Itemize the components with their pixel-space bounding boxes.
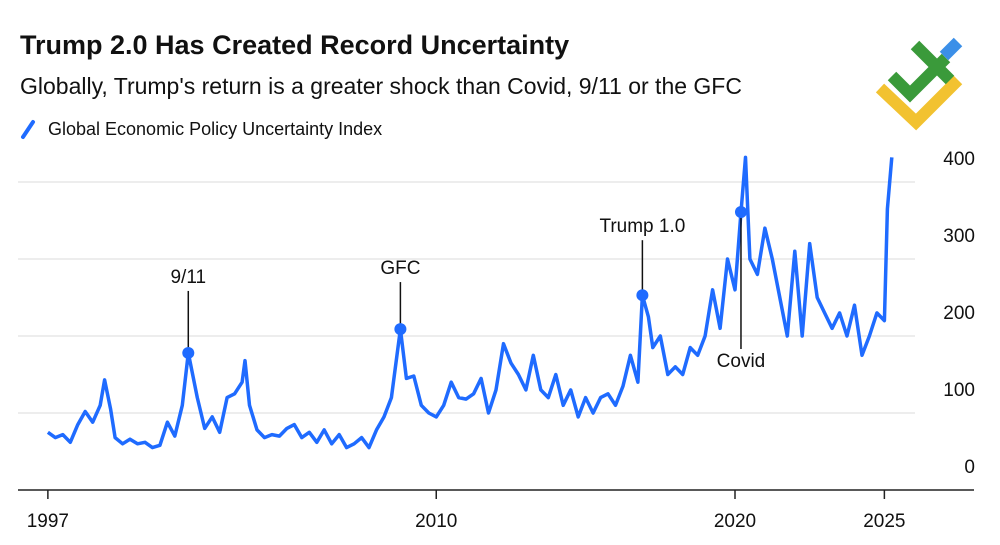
- legend-label: Global Economic Policy Uncertainty Index: [48, 119, 382, 139]
- annotation-dot: [636, 289, 649, 302]
- x-tick-label: 2010: [415, 511, 457, 532]
- y-tick-label: 100: [943, 380, 975, 401]
- annotation-label: Trump 1.0: [599, 216, 685, 237]
- x-tick-label: 1997: [27, 511, 69, 532]
- x-tick-label: 2020: [714, 511, 756, 532]
- y-tick-label: 300: [943, 226, 975, 247]
- y-tick-label: 200: [943, 303, 975, 324]
- annotation-dot: [182, 346, 195, 359]
- annotation-dot: [394, 323, 407, 336]
- chart-subtitle: Globally, Trump's return is a greater sh…: [20, 73, 742, 99]
- logo: [875, 37, 963, 131]
- x-tick-label: 2025: [863, 511, 905, 532]
- series-line: [46, 155, 894, 450]
- y-tick-label: 0: [964, 457, 975, 478]
- annotation-label: Covid: [717, 351, 766, 372]
- annotation-label: 9/11: [170, 267, 206, 288]
- annotation-label: GFC: [380, 258, 420, 279]
- chart-title: Trump 2.0 Has Created Record Uncertainty: [20, 30, 569, 60]
- legend-swatch: [21, 120, 35, 139]
- y-tick-label: 400: [943, 149, 975, 170]
- annotation-dot: [734, 206, 747, 219]
